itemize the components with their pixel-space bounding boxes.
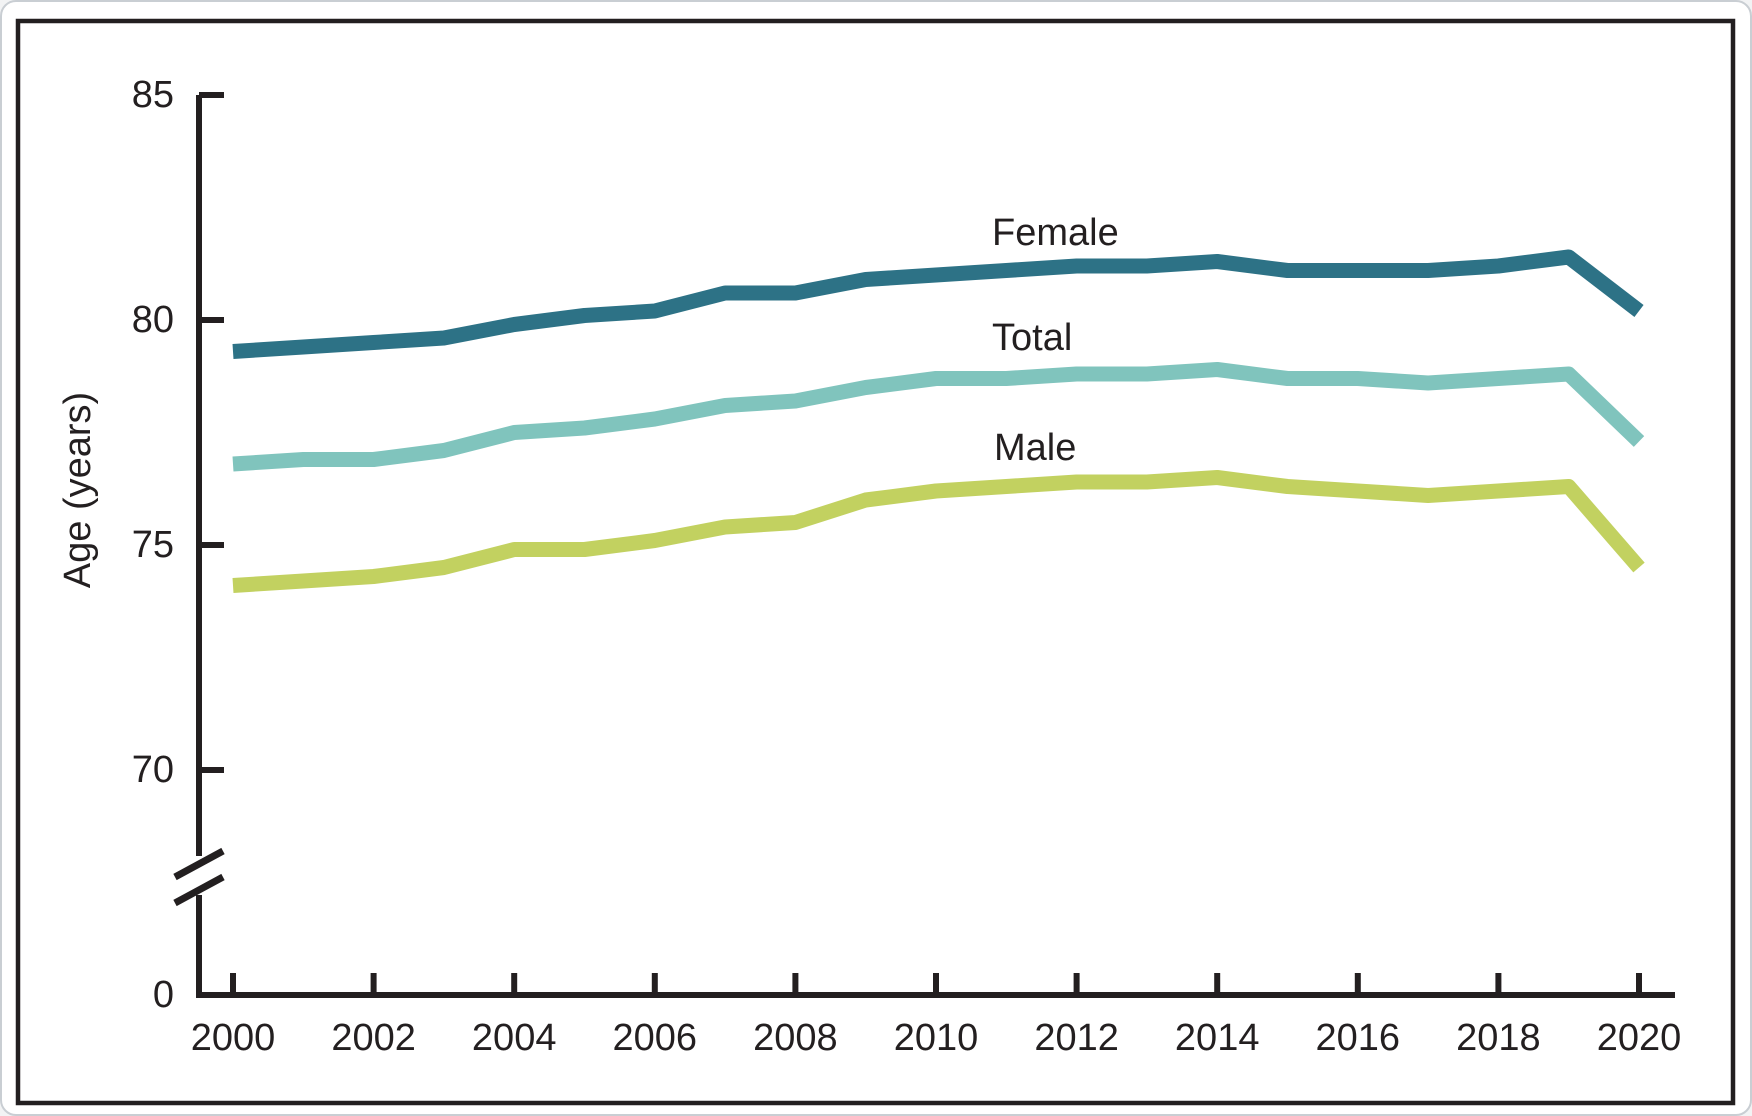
series-line-female — [232, 249, 1644, 359]
y-tick-label: 80 — [132, 299, 174, 341]
series-label-total: Total — [992, 317, 1072, 359]
series-line-male — [232, 470, 1645, 593]
y-tick-label: 0 — [153, 974, 174, 1016]
x-tick-label: 2006 — [613, 1017, 698, 1059]
series-line-total — [232, 362, 1645, 472]
y-axis-title: Age (years) — [57, 392, 99, 588]
x-tick-label: 2012 — [1034, 1017, 1119, 1059]
x-tick-label: 2016 — [1316, 1017, 1401, 1059]
x-tick-label: 2002 — [331, 1017, 416, 1059]
axis-break-slash — [173, 847, 225, 881]
y-tick-label: 85 — [132, 74, 174, 116]
series-label-male: Male — [994, 427, 1076, 469]
y-tick-label: 75 — [132, 524, 174, 566]
x-tick-label: 2018 — [1456, 1017, 1541, 1059]
x-tick-label: 2020 — [1597, 1017, 1682, 1059]
x-tick-label: 2004 — [472, 1017, 557, 1059]
x-tick-label: 2008 — [753, 1017, 838, 1059]
series-label-female: Female — [992, 212, 1119, 254]
y-tick-label: 70 — [132, 749, 174, 791]
x-tick-label: 2000 — [191, 1017, 276, 1059]
axis-break-slash — [173, 873, 225, 907]
figure-frame — [15, 18, 1736, 1106]
x-tick-label: 2014 — [1175, 1017, 1260, 1059]
x-tick-label: 2010 — [894, 1017, 979, 1059]
